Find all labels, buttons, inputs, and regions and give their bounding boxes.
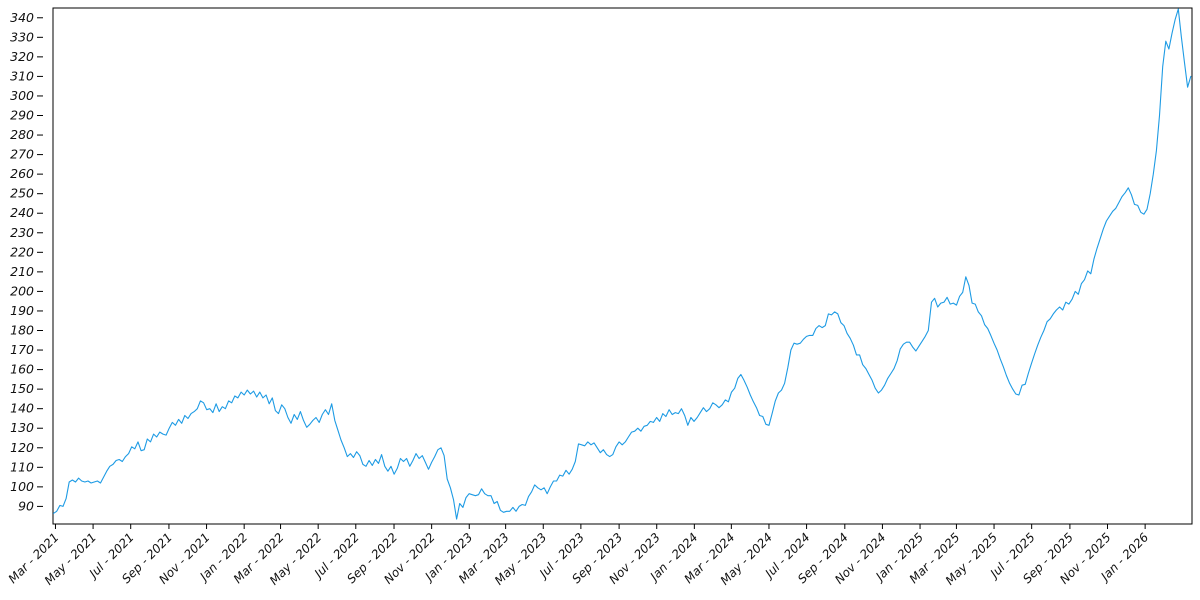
plot-area — [52, 7, 1193, 525]
y-tick-label: 210 — [10, 264, 34, 279]
y-tick-label: 270 — [10, 147, 34, 162]
y-tick-label: 280 — [10, 127, 34, 142]
y-tick-label: 290 — [10, 108, 34, 123]
y-tick-label: 340 — [10, 10, 34, 25]
y-tick-label: 330 — [10, 29, 34, 44]
y-tick-label: 260 — [10, 166, 34, 181]
y-tick-label: 90 — [18, 498, 34, 513]
y-axis: 90 100 110 120 130 140 150 160 170 180 190 200 210 22… — [10, 10, 43, 513]
price-line — [53, 8, 1192, 520]
y-tick-label: 250 — [10, 186, 34, 201]
y-tick-label: 100 — [10, 479, 34, 494]
y-tick-label: 170 — [10, 342, 34, 357]
y-tick-label: 240 — [10, 205, 34, 220]
y-tick-label: 140 — [10, 401, 34, 416]
y-tick-label: 120 — [10, 440, 34, 455]
y-tick-label: 200 — [10, 283, 34, 298]
y-tick-label: 220 — [10, 244, 34, 259]
y-tick-label: 160 — [10, 362, 34, 377]
y-tick-label: 300 — [10, 88, 34, 103]
y-tick-label: 180 — [10, 323, 34, 338]
y-tick-label: 320 — [10, 49, 34, 64]
y-tick-label: 130 — [10, 420, 34, 435]
price-line-series — [53, 8, 1192, 520]
y-tick-label: 310 — [10, 68, 34, 83]
y-tick-label: 150 — [10, 381, 34, 396]
y-tick-label: 110 — [10, 459, 34, 474]
y-tick-label: 190 — [10, 303, 34, 318]
y-tick-label: 230 — [10, 225, 34, 240]
